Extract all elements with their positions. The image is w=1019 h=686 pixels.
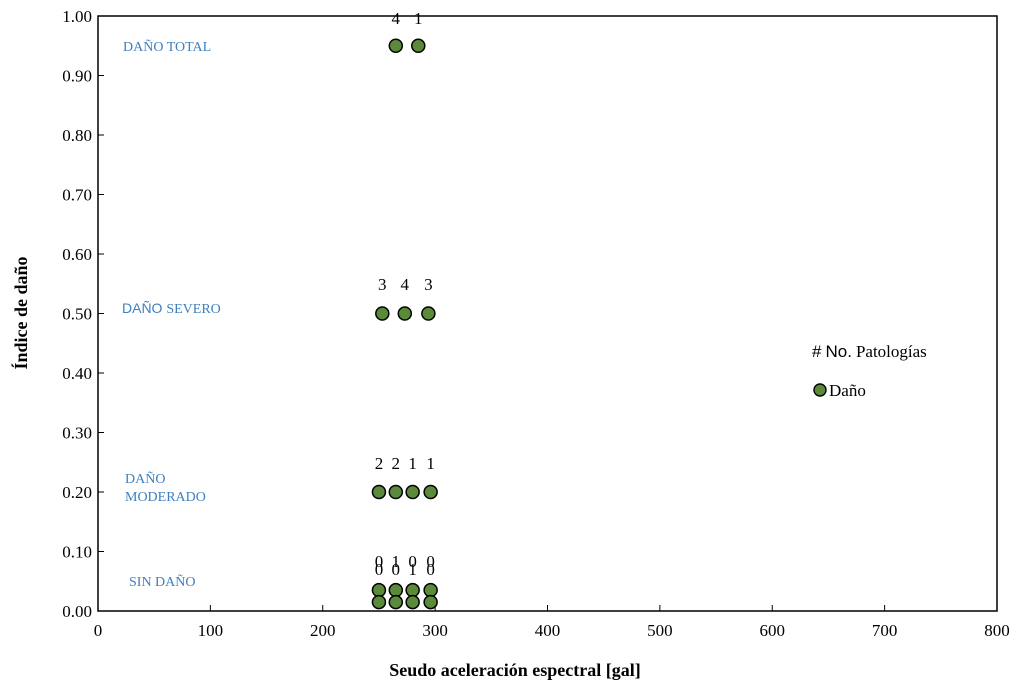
point-label: 3 — [378, 275, 387, 294]
x-tick-label: 800 — [984, 621, 1010, 640]
point-label: 0 — [408, 552, 417, 571]
damage-level-line: SIN DAÑO — [129, 574, 196, 590]
x-tick-label: 500 — [647, 621, 673, 640]
x-axis-title: Seudo aceleración espectral [gal] — [389, 660, 640, 680]
damage-level-line: DAÑO TOTAL — [123, 39, 211, 55]
point-label: 0 — [375, 560, 384, 579]
data-point — [405, 594, 420, 610]
y-tick-label: 0.90 — [62, 67, 92, 86]
x-tick-label: 700 — [872, 621, 898, 640]
point-label: 0 — [426, 552, 435, 571]
legend-header: # No. Patologías — [812, 342, 927, 361]
data-point — [371, 484, 387, 500]
damage-level-label: DAÑO MODERADO — [125, 471, 206, 505]
data-point — [375, 306, 390, 321]
data-points — [371, 38, 438, 610]
data-point — [423, 582, 438, 598]
y-tick-label: 0.70 — [62, 186, 92, 205]
point-label: 0 — [426, 560, 435, 579]
y-tick-label: 0.80 — [62, 126, 92, 145]
damage-level-line: DAÑO — [122, 300, 166, 316]
legend: # No. Patologías Daño — [812, 342, 927, 400]
point-label: 0 — [392, 560, 401, 579]
point-label: 4 — [392, 9, 401, 28]
point-label: 1 — [414, 9, 423, 28]
plot-area — [97, 15, 998, 612]
y-tick-label: 0.50 — [62, 305, 92, 324]
x-tick-label: 200 — [310, 621, 336, 640]
y-tick-label: 0.40 — [62, 364, 92, 383]
legend-marker — [813, 383, 827, 397]
x-axis: 0 100 200 300 400 500 600 700 800 — [94, 605, 1010, 640]
data-point — [371, 582, 387, 598]
legend-hash-symbol: # — [812, 342, 822, 361]
damage-level-line: DAÑO — [125, 471, 165, 487]
x-tick-label: 300 — [422, 621, 448, 640]
damage-level-label: DAÑO TOTAL — [123, 39, 211, 55]
data-point — [421, 306, 436, 321]
point-labels: 4 13 4 32 2 1 10 1 0 00 0 1 0 — [375, 9, 435, 579]
data-point — [397, 306, 413, 321]
y-tick-label: 0.60 — [62, 245, 92, 264]
point-label: 4 — [401, 275, 410, 294]
damage-level-label: SIN DAÑO — [129, 574, 196, 590]
y-tick-label: 0.30 — [62, 424, 92, 443]
point-label: 2 — [375, 454, 384, 473]
y-tick-label: 1.00 — [62, 7, 92, 26]
point-label: 1 — [426, 454, 435, 473]
point-label: 1 — [408, 560, 417, 579]
data-point — [388, 38, 404, 53]
x-tick-label: 400 — [535, 621, 561, 640]
point-label: 0 — [375, 552, 384, 571]
point-label: 1 — [408, 454, 417, 473]
legend-header-no: No. — [825, 342, 851, 361]
y-tick-label: 0.10 — [62, 543, 92, 562]
legend-entry-label: Daño — [829, 381, 866, 400]
data-point — [388, 484, 404, 500]
x-tick-label: 600 — [760, 621, 786, 640]
point-label: 2 — [392, 454, 401, 473]
data-point — [388, 582, 404, 598]
data-point — [405, 484, 420, 500]
point-label: 3 — [424, 275, 433, 294]
damage-level-line: SEVERO — [166, 302, 220, 317]
point-label: 1 — [392, 552, 401, 571]
data-point — [423, 594, 438, 610]
data-point — [405, 582, 420, 598]
y-axis: 0.00 0.10 0.20 0.30 0.40 0.50 0.60 0.70 0.80 0.90… — [62, 7, 104, 621]
y-tick-label: 0.00 — [62, 602, 92, 621]
data-point — [388, 594, 404, 610]
y-tick-label: 0.20 — [62, 483, 92, 502]
data-point — [423, 484, 438, 500]
damage-level-line: MODERADO — [125, 490, 206, 505]
legend-header-text: Patologías — [856, 342, 927, 361]
x-tick-label: 0 — [94, 621, 103, 640]
x-tick-label: 100 — [198, 621, 224, 640]
damage-level-label: DAÑO SEVERO — [122, 300, 221, 317]
y-axis-title: Índice de daño — [10, 256, 31, 369]
data-point — [411, 38, 426, 53]
data-point — [371, 594, 387, 610]
